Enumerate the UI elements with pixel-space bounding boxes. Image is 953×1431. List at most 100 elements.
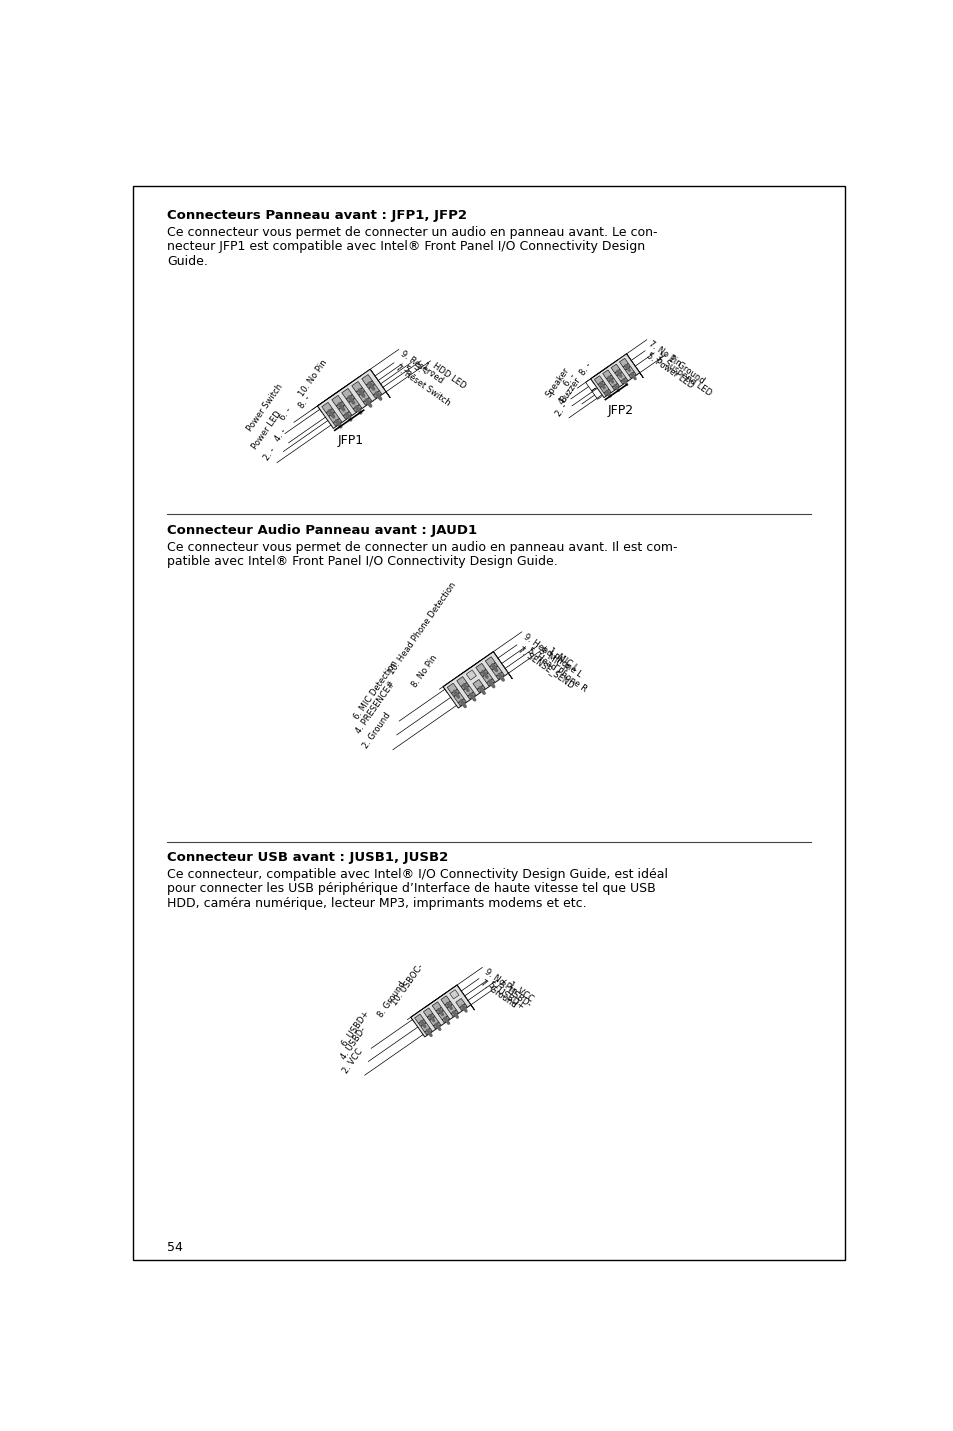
Polygon shape [599,384,608,394]
Polygon shape [424,1029,432,1035]
Polygon shape [442,651,508,708]
Polygon shape [618,358,628,368]
Text: 8. Ground: 8. Ground [375,980,407,1020]
Polygon shape [476,685,485,693]
Text: 8. No Pin: 8. No Pin [410,654,439,690]
Polygon shape [335,402,344,409]
Polygon shape [456,677,466,687]
Text: 9. No Pin: 9. No Pin [482,967,517,996]
Text: Connecteur Audio Panneau avant : JAUD1: Connecteur Audio Panneau avant : JAUD1 [167,524,476,537]
Polygon shape [626,353,642,378]
Text: 2. VCC: 2. VCC [341,1047,364,1075]
Text: 3. -: 3. - [412,362,428,376]
Text: 9. Reserved: 9. Reserved [398,349,444,385]
Polygon shape [496,673,504,680]
Polygon shape [606,375,613,382]
Text: 7. Reset Switch: 7. Reset Switch [394,363,452,408]
Text: Guide.: Guide. [167,255,208,268]
Text: Ce connecteur vous permet de connecter un audio en panneau avant. Le con-: Ce connecteur vous permet de connecter u… [167,226,658,239]
Polygon shape [321,402,332,414]
Polygon shape [602,371,611,379]
Polygon shape [449,990,458,999]
Text: 10. No Pin: 10. No Pin [296,358,329,398]
Text: 6. -: 6. - [278,406,294,422]
Polygon shape [598,381,604,388]
Polygon shape [338,405,349,416]
Text: necteur JFP1 est compatible avec Intel® Front Panel I/O Connectivity Design: necteur JFP1 est compatible avec Intel® … [167,240,645,253]
Polygon shape [373,391,381,398]
Polygon shape [411,985,471,1037]
Polygon shape [625,366,634,375]
Text: Ce connecteur, compatible avec Intel® I/O Connectivity Design Guide, est idéal: Ce connecteur, compatible avec Intel® I/… [167,867,668,881]
Polygon shape [355,388,364,395]
Text: 7. Ground: 7. Ground [478,979,517,1010]
Polygon shape [594,376,602,385]
Text: HDD LED: HDD LED [430,361,467,391]
Text: 5. -: 5. - [402,363,418,379]
Text: 5. USBD+: 5. USBD+ [486,980,525,1012]
Text: Ce connecteur vous permet de connecter un audio en panneau avant. Il est com-: Ce connecteur vous permet de connecter u… [167,541,677,554]
Polygon shape [418,1019,426,1026]
Polygon shape [346,395,355,402]
Text: patible avec Intel® Front Panel I/O Connectivity Design Guide.: patible avec Intel® Front Panel I/O Conn… [167,555,558,568]
Polygon shape [493,651,512,678]
Polygon shape [326,408,335,416]
Text: Speaker: Speaker [543,365,570,399]
Polygon shape [617,372,625,381]
Polygon shape [333,418,341,426]
Text: 4. PRESENCE#: 4. PRESENCE# [354,680,396,736]
Text: 4. USBD-: 4. USBD- [339,1026,368,1062]
Text: 2. Ground: 2. Ground [361,710,393,750]
Polygon shape [433,1022,440,1029]
Polygon shape [432,1002,441,1012]
Polygon shape [411,985,460,1022]
Polygon shape [440,996,450,1005]
Polygon shape [489,663,497,670]
Text: 1. MIC L: 1. MIC L [546,647,578,673]
Polygon shape [611,363,619,373]
Polygon shape [590,353,639,398]
Polygon shape [343,412,352,419]
Polygon shape [476,664,485,674]
Text: 7. SENSE_SEND: 7. SENSE_SEND [517,645,576,690]
Polygon shape [451,1010,457,1016]
Polygon shape [437,1010,447,1020]
Polygon shape [441,1016,449,1023]
Polygon shape [456,985,474,1010]
Text: JFP2: JFP2 [607,404,633,418]
Text: 3. Suspend LED: 3. Suspend LED [654,353,713,398]
Polygon shape [369,385,379,395]
Text: Power Switch: Power Switch [245,382,285,434]
Polygon shape [317,369,386,428]
Polygon shape [459,1003,467,1010]
Polygon shape [352,382,362,392]
Polygon shape [329,412,339,422]
Polygon shape [415,1015,423,1023]
Polygon shape [361,375,372,385]
Polygon shape [420,1023,430,1032]
Text: Connecteur USB avant : JUSB1, JUSB2: Connecteur USB avant : JUSB1, JUSB2 [167,851,448,864]
Polygon shape [447,1005,456,1013]
Text: 8. -: 8. - [578,361,593,376]
Polygon shape [317,369,374,412]
Polygon shape [457,698,466,705]
Polygon shape [353,405,361,412]
Polygon shape [612,384,618,389]
Polygon shape [444,1002,452,1007]
Text: 1. VCC: 1. VCC [506,980,534,1003]
Polygon shape [620,378,627,384]
Polygon shape [456,999,465,1007]
Polygon shape [447,683,456,693]
Polygon shape [460,683,469,690]
Text: 4. -: 4. - [557,389,572,406]
Polygon shape [466,670,476,680]
Text: 1. -: 1. - [420,361,436,376]
Polygon shape [429,1016,438,1026]
Polygon shape [608,378,617,388]
Polygon shape [358,392,369,402]
Polygon shape [451,690,459,697]
Text: 5. Power LED: 5. Power LED [644,351,695,389]
Polygon shape [332,395,342,406]
Polygon shape [628,372,636,378]
Polygon shape [622,363,630,369]
